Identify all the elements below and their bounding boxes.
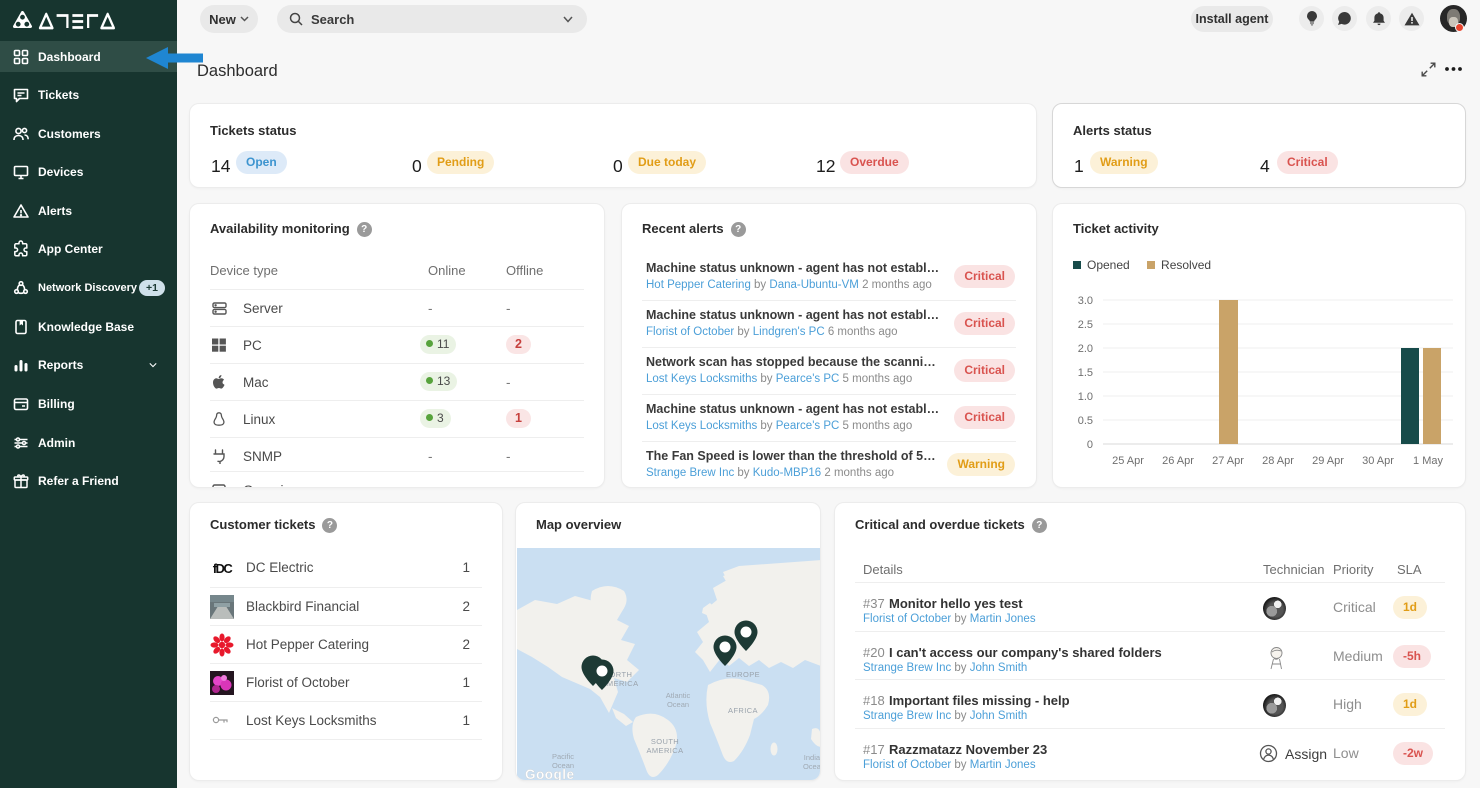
svg-text:Google: Google bbox=[525, 767, 575, 781]
svg-text:25 Apr: 25 Apr bbox=[1112, 455, 1144, 467]
svg-text:0: 0 bbox=[1087, 439, 1093, 451]
svg-text:Pacific: Pacific bbox=[552, 752, 574, 761]
svg-text:AFRICA: AFRICA bbox=[728, 706, 758, 715]
svg-text:Ocean: Ocean bbox=[667, 700, 689, 709]
svg-text:28 Apr: 28 Apr bbox=[1262, 455, 1294, 467]
svg-text:Ocean: Ocean bbox=[803, 762, 821, 771]
svg-text:30 Apr: 30 Apr bbox=[1362, 455, 1394, 467]
svg-text:2.5: 2.5 bbox=[1078, 319, 1093, 331]
svg-text:1.5: 1.5 bbox=[1078, 367, 1093, 379]
svg-text:0.5: 0.5 bbox=[1078, 415, 1093, 427]
svg-text:26 Apr: 26 Apr bbox=[1162, 455, 1194, 467]
svg-text:NORTH: NORTH bbox=[604, 670, 633, 679]
svg-text:3.0: 3.0 bbox=[1078, 295, 1093, 307]
svg-text:Ocean: Ocean bbox=[552, 761, 574, 770]
svg-text:SOUTH: SOUTH bbox=[651, 737, 679, 746]
svg-text:Indian: Indian bbox=[804, 753, 821, 762]
svg-text:1 May: 1 May bbox=[1413, 455, 1443, 467]
svg-text:1.0: 1.0 bbox=[1078, 391, 1093, 403]
svg-text:2.0: 2.0 bbox=[1078, 343, 1093, 355]
svg-text:29 Apr: 29 Apr bbox=[1312, 455, 1344, 467]
svg-text:27 Apr: 27 Apr bbox=[1212, 455, 1244, 467]
svg-text:AMERICA: AMERICA bbox=[602, 679, 639, 688]
svg-text:AMERICA: AMERICA bbox=[647, 746, 684, 755]
svg-text:Atlantic: Atlantic bbox=[666, 691, 691, 700]
svg-text:EUROPE: EUROPE bbox=[726, 670, 760, 679]
